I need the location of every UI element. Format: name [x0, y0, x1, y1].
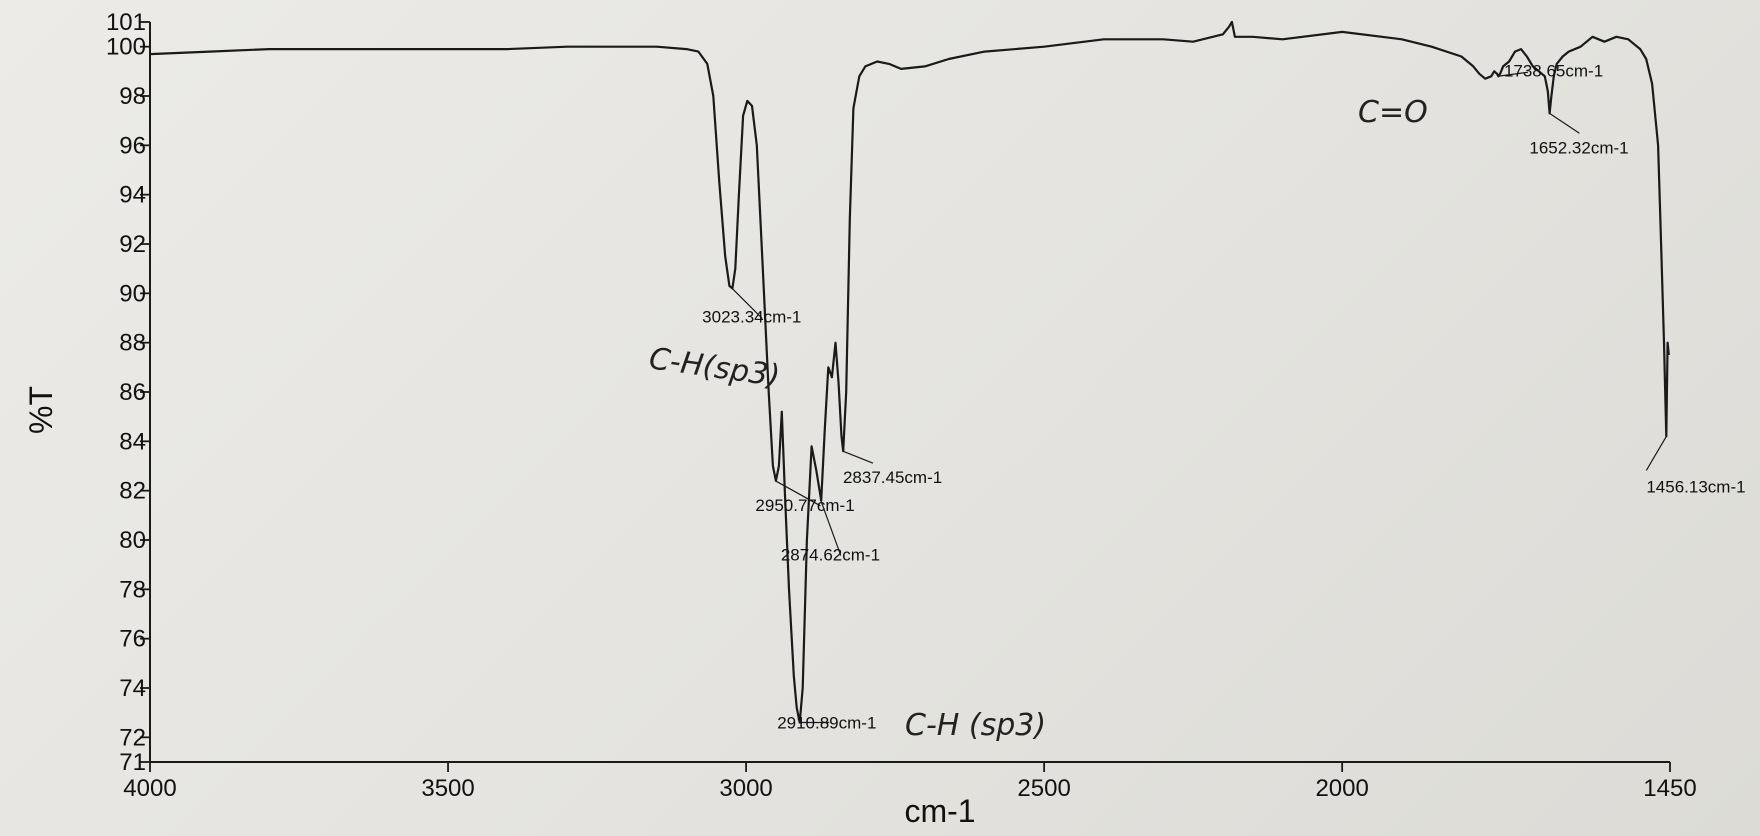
y-tick-label: 84	[119, 428, 146, 455]
y-tick-label: 88	[119, 330, 146, 357]
peak-annotation: 1456.13cm-1	[1645, 436, 1746, 496]
peak-annotation: 1652.32cm-1	[1529, 112, 1629, 157]
peak-label: 1738.65cm-1	[1504, 61, 1603, 80]
spectrum-line	[149, 20, 1670, 724]
peak-annotation: 2837.45cm-1	[842, 450, 942, 487]
y-tick-label: 92	[119, 231, 146, 258]
handwritten-notes: C-H(sp3) C-H (sp3) C=O	[647, 95, 1428, 743]
peak-label: 2874.62cm-1	[781, 546, 880, 565]
peak-leader-line	[1645, 436, 1667, 471]
peak-label: 1652.32cm-1	[1529, 138, 1628, 157]
y-tick-label: 80	[119, 527, 146, 554]
peak-label: 2910.89cm-1	[777, 714, 876, 733]
y-tick-label: 86	[119, 379, 146, 406]
handwritten-note: C-H(sp3)	[647, 341, 782, 394]
peak-leader-line	[775, 480, 821, 507]
y-tick-label: 74	[119, 675, 146, 702]
y-tick-label: 78	[119, 576, 146, 603]
peak-annotations: 3023.34cm-1 2950.77cm-1 2910.89cm-1 2874.62…	[702, 61, 1745, 732]
peak-leader-line	[1549, 112, 1580, 134]
peak-annotation: 2874.62cm-1	[781, 500, 880, 565]
x-tick-label: 3000	[719, 775, 772, 802]
y-tick-label: 72	[119, 724, 146, 751]
x-tick-label: 1450	[1643, 775, 1696, 802]
y-tick-label: 71	[119, 749, 146, 776]
x-tick-label: 4000	[123, 775, 176, 802]
y-tick-label: 98	[119, 83, 146, 110]
handwritten-note: C=O	[1358, 95, 1428, 130]
peak-leader-line	[731, 287, 763, 319]
y-axis-title: %T	[23, 386, 59, 434]
axes	[149, 22, 1670, 763]
y-tick-label: 101	[106, 9, 146, 36]
peak-label: 2837.45cm-1	[843, 468, 942, 487]
y-tick-label: 90	[119, 280, 146, 307]
y-tick-label: 100	[106, 34, 146, 61]
x-tick-label: 2500	[1017, 775, 1070, 802]
x-axis-title: cm-1	[904, 793, 975, 829]
peak-label: 1456.13cm-1	[1646, 477, 1745, 496]
x-tick-label: 3500	[421, 775, 474, 802]
peak-annotation: 1738.65cm-1	[1497, 61, 1603, 80]
peak-annotation: 2910.89cm-1	[777, 714, 876, 733]
peak-leader-line	[820, 500, 842, 556]
x-tick-label: 2000	[1315, 775, 1368, 802]
peak-annotation: 2950.77cm-1	[755, 480, 855, 515]
peak-label: 3023.34cm-1	[702, 307, 801, 326]
handwritten-note: C-H (sp3)	[905, 708, 1046, 743]
y-tick-label: 76	[119, 626, 146, 653]
peak-annotation: 3023.34cm-1	[702, 287, 801, 326]
y-tick-label: 94	[119, 182, 146, 209]
peak-leader-line	[842, 450, 874, 464]
y-tick-label: 96	[119, 132, 146, 159]
y-tick-label: 82	[119, 478, 146, 505]
peak-label: 2950.77cm-1	[755, 496, 854, 515]
peak-leader-line	[1497, 71, 1529, 77]
